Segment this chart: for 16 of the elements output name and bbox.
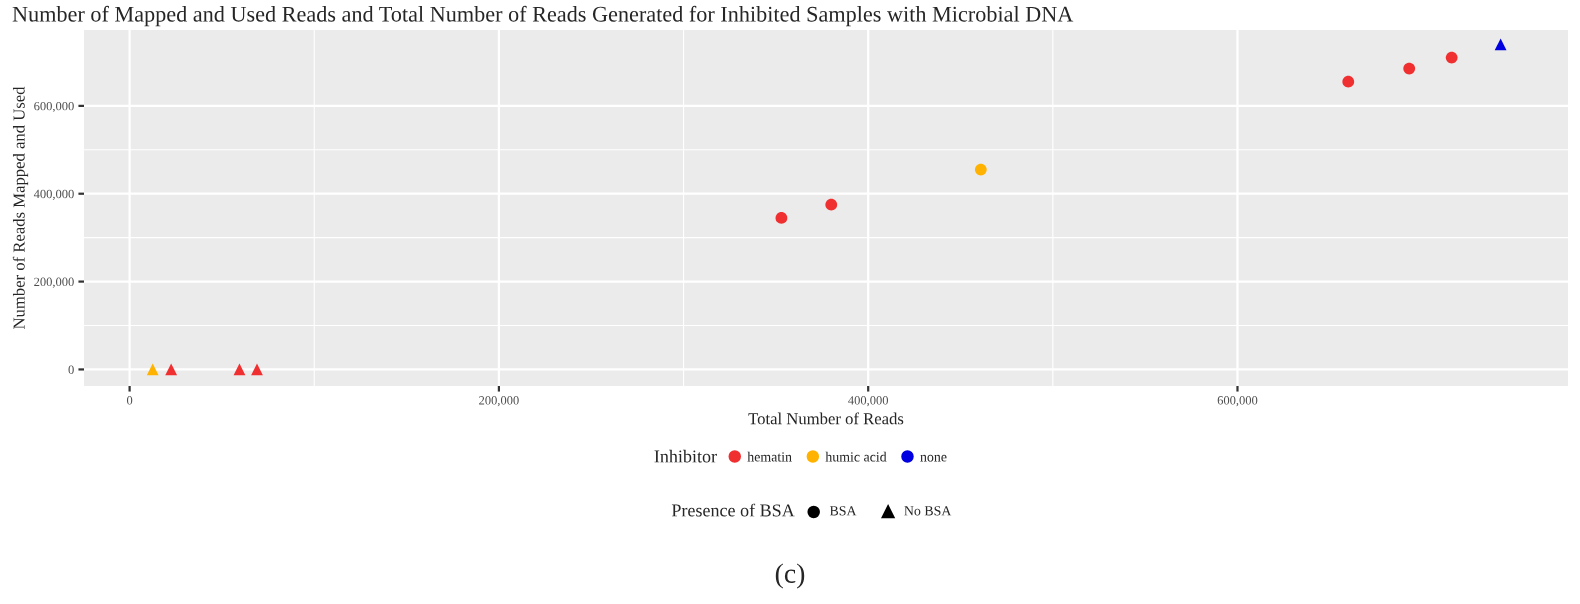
chart-title: Number of Mapped and Used Reads and Total Number of Reads Generated for Inhibited Samples with Microbial DNA (12, 5, 1074, 27)
point (1342, 75, 1355, 88)
point (775, 211, 788, 224)
text: (c) (775, 563, 805, 589)
legend-title: Inhibitor (654, 449, 717, 463)
point (146, 363, 159, 376)
point (1403, 62, 1416, 75)
point (1494, 38, 1507, 51)
point (974, 163, 987, 176)
point (825, 198, 838, 211)
point (1445, 51, 1458, 64)
point (165, 363, 178, 376)
point (233, 363, 246, 376)
text: Presence of BSA (671, 503, 795, 517)
y-axis-title: Number of Reads Mapped and Used (12, 86, 29, 330)
x-axis-title: Total Number of Reads (748, 412, 904, 425)
